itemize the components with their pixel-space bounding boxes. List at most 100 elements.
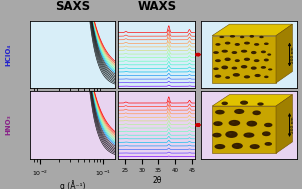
Text: 200 nm: 200 nm <box>291 46 295 63</box>
Ellipse shape <box>212 133 222 137</box>
Ellipse shape <box>246 42 247 43</box>
Ellipse shape <box>222 50 228 53</box>
Ellipse shape <box>257 102 264 106</box>
Ellipse shape <box>250 144 260 149</box>
Ellipse shape <box>261 66 266 69</box>
Ellipse shape <box>237 110 239 112</box>
Ellipse shape <box>223 50 225 51</box>
Ellipse shape <box>232 67 237 70</box>
Text: HNO₃: HNO₃ <box>5 115 11 135</box>
Ellipse shape <box>213 51 219 54</box>
Ellipse shape <box>244 58 250 61</box>
Polygon shape <box>212 36 276 83</box>
Ellipse shape <box>252 52 254 53</box>
Ellipse shape <box>225 131 238 138</box>
Ellipse shape <box>259 103 261 104</box>
Ellipse shape <box>269 69 270 70</box>
Ellipse shape <box>215 52 216 53</box>
Ellipse shape <box>240 36 244 38</box>
Ellipse shape <box>215 110 225 115</box>
Ellipse shape <box>241 50 247 53</box>
Ellipse shape <box>213 121 223 126</box>
Ellipse shape <box>246 76 247 77</box>
Text: 200 nm: 200 nm <box>291 117 295 133</box>
Ellipse shape <box>236 60 237 61</box>
Ellipse shape <box>265 76 266 77</box>
Text: HClO₄: HClO₄ <box>5 43 11 66</box>
Ellipse shape <box>232 122 235 123</box>
Ellipse shape <box>251 67 257 70</box>
Ellipse shape <box>261 50 266 53</box>
Ellipse shape <box>229 120 240 126</box>
Polygon shape <box>212 24 292 36</box>
Ellipse shape <box>267 53 271 56</box>
Ellipse shape <box>265 142 272 146</box>
Polygon shape <box>212 94 292 106</box>
Ellipse shape <box>215 75 221 78</box>
Ellipse shape <box>264 43 269 45</box>
Ellipse shape <box>268 68 272 70</box>
Polygon shape <box>276 24 292 83</box>
Ellipse shape <box>235 74 236 75</box>
Ellipse shape <box>216 122 218 124</box>
Polygon shape <box>276 94 292 153</box>
Ellipse shape <box>236 44 237 45</box>
Ellipse shape <box>243 50 244 51</box>
Ellipse shape <box>243 66 244 67</box>
Ellipse shape <box>217 60 218 61</box>
Ellipse shape <box>267 143 268 144</box>
Ellipse shape <box>225 42 230 45</box>
Polygon shape <box>212 106 276 153</box>
Ellipse shape <box>262 51 264 52</box>
Ellipse shape <box>266 124 268 125</box>
X-axis label: 2θ: 2θ <box>152 176 162 185</box>
Ellipse shape <box>234 109 244 114</box>
Ellipse shape <box>241 65 247 68</box>
Ellipse shape <box>233 67 235 68</box>
Ellipse shape <box>221 66 228 69</box>
Ellipse shape <box>224 58 231 61</box>
Ellipse shape <box>251 51 256 54</box>
Ellipse shape <box>218 111 220 112</box>
Ellipse shape <box>225 76 230 79</box>
Ellipse shape <box>233 73 240 77</box>
Ellipse shape <box>255 74 261 77</box>
Ellipse shape <box>241 36 242 37</box>
Ellipse shape <box>246 121 257 127</box>
Ellipse shape <box>264 59 269 61</box>
Ellipse shape <box>215 134 217 135</box>
Ellipse shape <box>233 52 235 53</box>
Ellipse shape <box>262 131 271 136</box>
Ellipse shape <box>232 51 237 54</box>
Ellipse shape <box>265 59 266 60</box>
Ellipse shape <box>243 132 254 138</box>
Ellipse shape <box>264 123 272 127</box>
Ellipse shape <box>265 43 266 44</box>
Ellipse shape <box>213 67 219 70</box>
Ellipse shape <box>221 101 228 105</box>
Text: SAXS: SAXS <box>55 0 90 13</box>
Ellipse shape <box>215 59 221 62</box>
Ellipse shape <box>252 146 255 147</box>
Ellipse shape <box>246 134 249 135</box>
Ellipse shape <box>255 60 257 61</box>
Ellipse shape <box>235 145 238 146</box>
Ellipse shape <box>252 110 261 115</box>
Ellipse shape <box>252 67 254 68</box>
Ellipse shape <box>240 101 248 105</box>
Ellipse shape <box>244 42 250 45</box>
Ellipse shape <box>219 36 224 38</box>
Ellipse shape <box>264 133 267 134</box>
Ellipse shape <box>264 76 268 78</box>
Ellipse shape <box>221 36 222 37</box>
Ellipse shape <box>215 68 216 69</box>
Ellipse shape <box>226 77 228 78</box>
Ellipse shape <box>259 36 264 38</box>
Ellipse shape <box>268 54 269 55</box>
Ellipse shape <box>235 59 240 62</box>
Ellipse shape <box>254 43 259 46</box>
Ellipse shape <box>256 75 258 76</box>
Ellipse shape <box>214 144 225 149</box>
Ellipse shape <box>254 59 259 62</box>
Ellipse shape <box>217 75 218 76</box>
